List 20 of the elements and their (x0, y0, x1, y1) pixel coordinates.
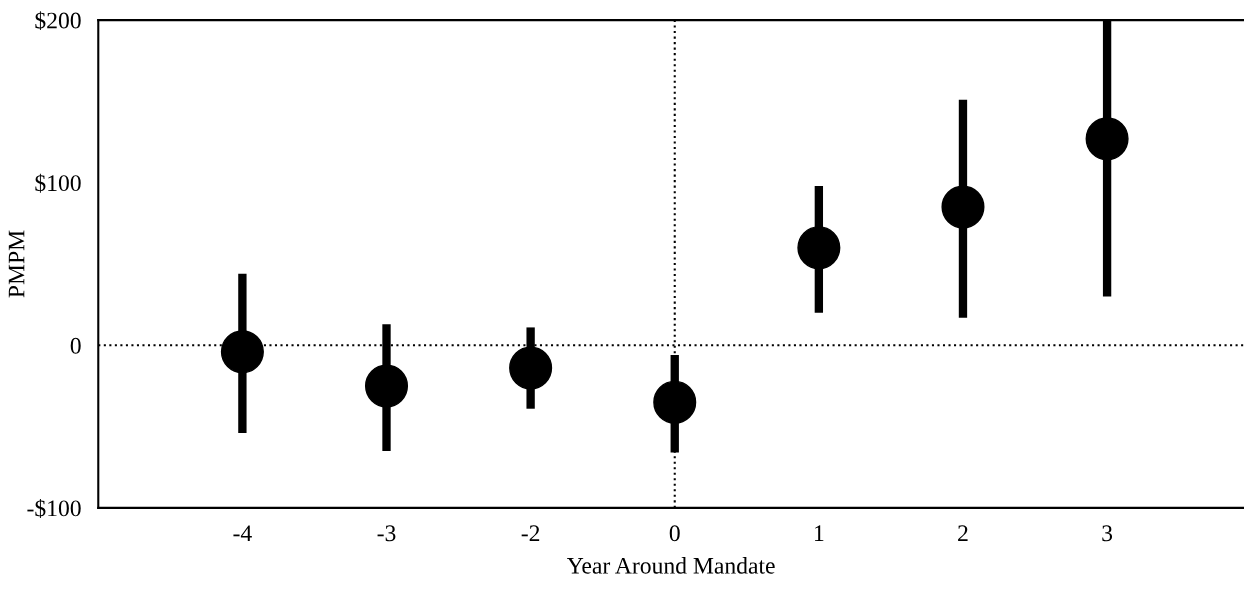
point (1085, 117, 1129, 161)
y-axis-title: PMPM (8, 230, 25, 298)
x-tick-label: -4 (233, 525, 252, 541)
x-tick-label: 1 (815, 525, 824, 541)
point (797, 226, 841, 270)
x-tick-label: -2 (521, 525, 540, 541)
y-tick-label: $100 (35, 173, 81, 193)
point (941, 185, 985, 229)
x-tick-label: -3 (377, 525, 396, 542)
x-axis-title: Year Around Mandate (567, 557, 775, 574)
y-tick-label: $200 (35, 11, 81, 31)
point (364, 364, 409, 408)
x-tick-label: 2 (958, 525, 968, 541)
point (653, 380, 697, 424)
x-tick-label: 3 (1102, 525, 1113, 542)
point (220, 330, 264, 374)
point (509, 346, 553, 390)
y-tick-label: -$100 (27, 499, 81, 518)
x-tick-label: 0 (669, 525, 680, 542)
y-tick-label: 0 (70, 337, 81, 354)
